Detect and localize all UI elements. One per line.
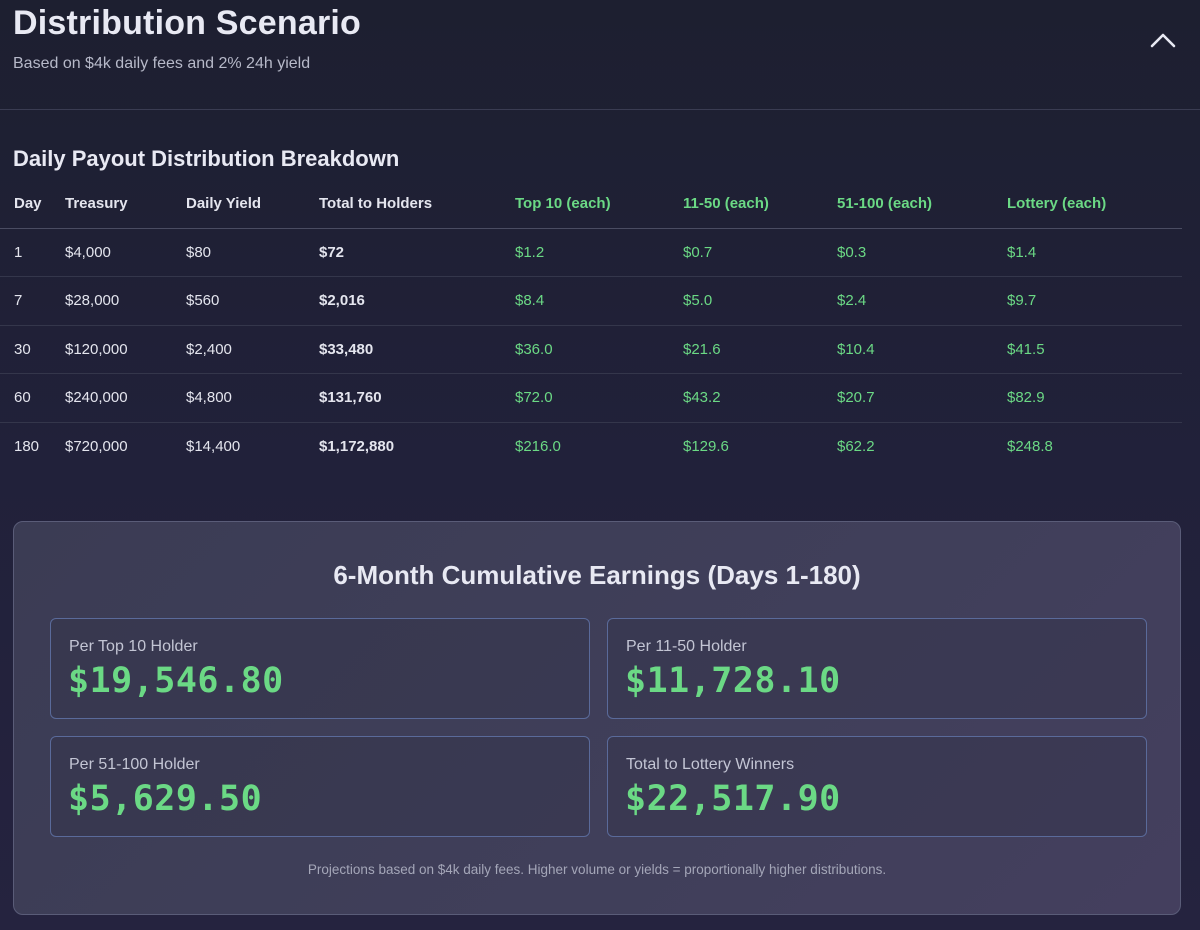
cell-lottery: $82.9 xyxy=(1007,373,1182,423)
stat-label: Per 11-50 Holder xyxy=(626,638,747,655)
cell-treasury: $120,000 xyxy=(65,325,186,374)
cell-total-to-holders: $131,760 xyxy=(319,373,515,423)
cell-lottery: $1.4 xyxy=(1007,228,1182,277)
stat-value: $11,728.10 xyxy=(625,661,841,701)
cell-total-to-holders: $2,016 xyxy=(319,276,515,326)
stat-value: $19,546.80 xyxy=(68,661,284,701)
cell-top-10: $1.2 xyxy=(515,228,683,277)
cell-11-50: $129.6 xyxy=(683,438,729,455)
column-header-treasury: Treasury xyxy=(65,180,186,229)
table-row: 180 $720,000 $14,400 $1,172,880 $216.0 $… xyxy=(0,422,1182,471)
cell-treasury: $4,000 xyxy=(65,228,186,277)
cell-day: 1 xyxy=(0,228,65,277)
cell-total-to-holders: $72 xyxy=(319,228,515,277)
cell-total-to-holders: $33,480 xyxy=(319,325,515,374)
cell-11-50: $21.6 xyxy=(683,325,837,374)
cell-51-100: $10.4 xyxy=(837,325,1007,374)
column-header-top-10: Top 10 (each) xyxy=(515,180,683,229)
cell-daily-yield: $2,400 xyxy=(186,325,319,374)
cell-daily-yield: $4,800 xyxy=(186,373,319,423)
chevron-up-icon xyxy=(1150,33,1176,48)
stat-label: Per 51-100 Holder xyxy=(69,756,200,773)
summary-title: 6-Month Cumulative Earnings (Days 1-180) xyxy=(333,560,861,590)
cell-daily-yield: $560 xyxy=(186,276,319,326)
cell-top-10: $36.0 xyxy=(515,325,683,374)
table-header-row: Day Treasury Daily Yield Total to Holder… xyxy=(0,180,1182,229)
table-row: 7 $28,000 $560 $2,016 $8.4 $5.0 $2.4 $9.… xyxy=(0,276,1182,326)
cell-daily-yield: $14,400 xyxy=(186,438,241,455)
cell-lottery: $9.7 xyxy=(1007,276,1182,326)
column-header-lottery: Lottery (each) xyxy=(1007,180,1182,229)
stat-value: $5,629.50 xyxy=(68,779,263,819)
cell-51-100: $62.2 xyxy=(837,438,875,455)
payout-table: Day Treasury Daily Yield Total to Holder… xyxy=(0,180,1182,471)
stat-label: Per Top 10 Holder xyxy=(69,638,198,655)
cell-treasury: $240,000 xyxy=(65,373,186,423)
collapse-button[interactable] xyxy=(1140,20,1186,60)
stat-card-51-100: Per 51-100 Holder $5,629.50 xyxy=(50,736,590,837)
cell-treasury: $720,000 xyxy=(65,438,128,455)
table-row: 60 $240,000 $4,800 $131,760 $72.0 $43.2 … xyxy=(0,373,1182,423)
cumulative-earnings-panel: 6-Month Cumulative Earnings (Days 1-180)… xyxy=(13,521,1181,915)
page-title: Distribution Scenario xyxy=(13,4,362,42)
cell-daily-yield: $80 xyxy=(186,228,319,277)
cell-51-100: $2.4 xyxy=(837,276,1007,326)
cell-lottery: $41.5 xyxy=(1007,325,1182,374)
column-header-daily-yield: Daily Yield xyxy=(186,180,319,229)
cell-11-50: $5.0 xyxy=(683,276,837,326)
stat-card-11-50: Per 11-50 Holder $11,728.10 xyxy=(607,618,1147,719)
cell-lottery: $248.8 xyxy=(1007,438,1053,455)
column-header-11-50: 11-50 (each) xyxy=(683,180,837,229)
cell-day: 60 xyxy=(0,373,65,423)
stat-card-lottery: Total to Lottery Winners $22,517.90 xyxy=(607,736,1147,837)
table-row: 1 $4,000 $80 $72 $1.2 $0.7 $0.3 $1.4 xyxy=(0,228,1182,277)
column-header-51-100: 51-100 (each) xyxy=(837,180,1007,229)
cell-total-to-holders: $1,172,880 xyxy=(319,438,395,455)
breakdown-title: Daily Payout Distribution Breakdown xyxy=(13,146,400,171)
cell-day: 30 xyxy=(0,325,65,374)
cell-treasury: $28,000 xyxy=(65,276,186,326)
cell-51-100: $0.3 xyxy=(837,228,1007,277)
stat-value: $22,517.90 xyxy=(625,779,841,819)
cell-11-50: $0.7 xyxy=(683,228,837,277)
table-row: 30 $120,000 $2,400 $33,480 $36.0 $21.6 $… xyxy=(0,325,1182,374)
column-header-day: Day xyxy=(0,180,65,229)
page-subtitle: Based on $4k daily fees and 2% 24h yield xyxy=(13,55,311,72)
column-header-total-to-holders: Total to Holders xyxy=(319,180,515,229)
cell-top-10: $8.4 xyxy=(515,276,683,326)
cell-51-100: $20.7 xyxy=(837,373,1007,423)
stat-label: Total to Lottery Winners xyxy=(626,756,795,773)
cell-11-50: $43.2 xyxy=(683,373,837,423)
cell-day: 7 xyxy=(0,276,65,326)
page-header: Distribution Scenario Based on $4k daily… xyxy=(0,0,1200,110)
summary-footnote: Projections based on $4k daily fees. Hig… xyxy=(307,862,887,877)
stat-card-top-10: Per Top 10 Holder $19,546.80 xyxy=(50,618,590,719)
cell-top-10: $72.0 xyxy=(515,373,683,423)
cell-top-10: $216.0 xyxy=(515,438,561,455)
cell-day: 180 xyxy=(14,438,40,455)
